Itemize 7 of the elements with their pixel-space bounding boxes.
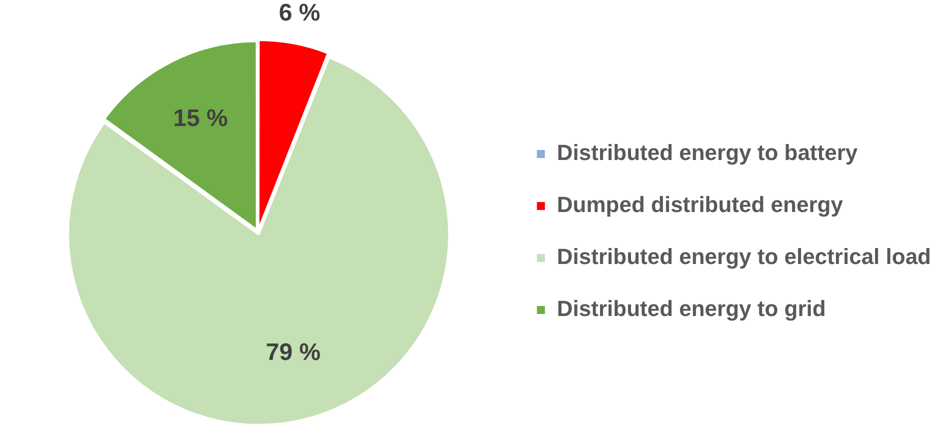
data-label: 15 % (173, 104, 228, 132)
legend-label: Distributed energy to electrical load (556, 244, 932, 270)
legend-label: Dumped distributed energy (556, 192, 844, 218)
legend-label: Distributed energy to grid (556, 296, 826, 322)
legend-label: Distributed energy to battery (556, 140, 858, 166)
data-label: 6 % (278, 0, 320, 27)
data-label: 79 % (266, 339, 321, 366)
